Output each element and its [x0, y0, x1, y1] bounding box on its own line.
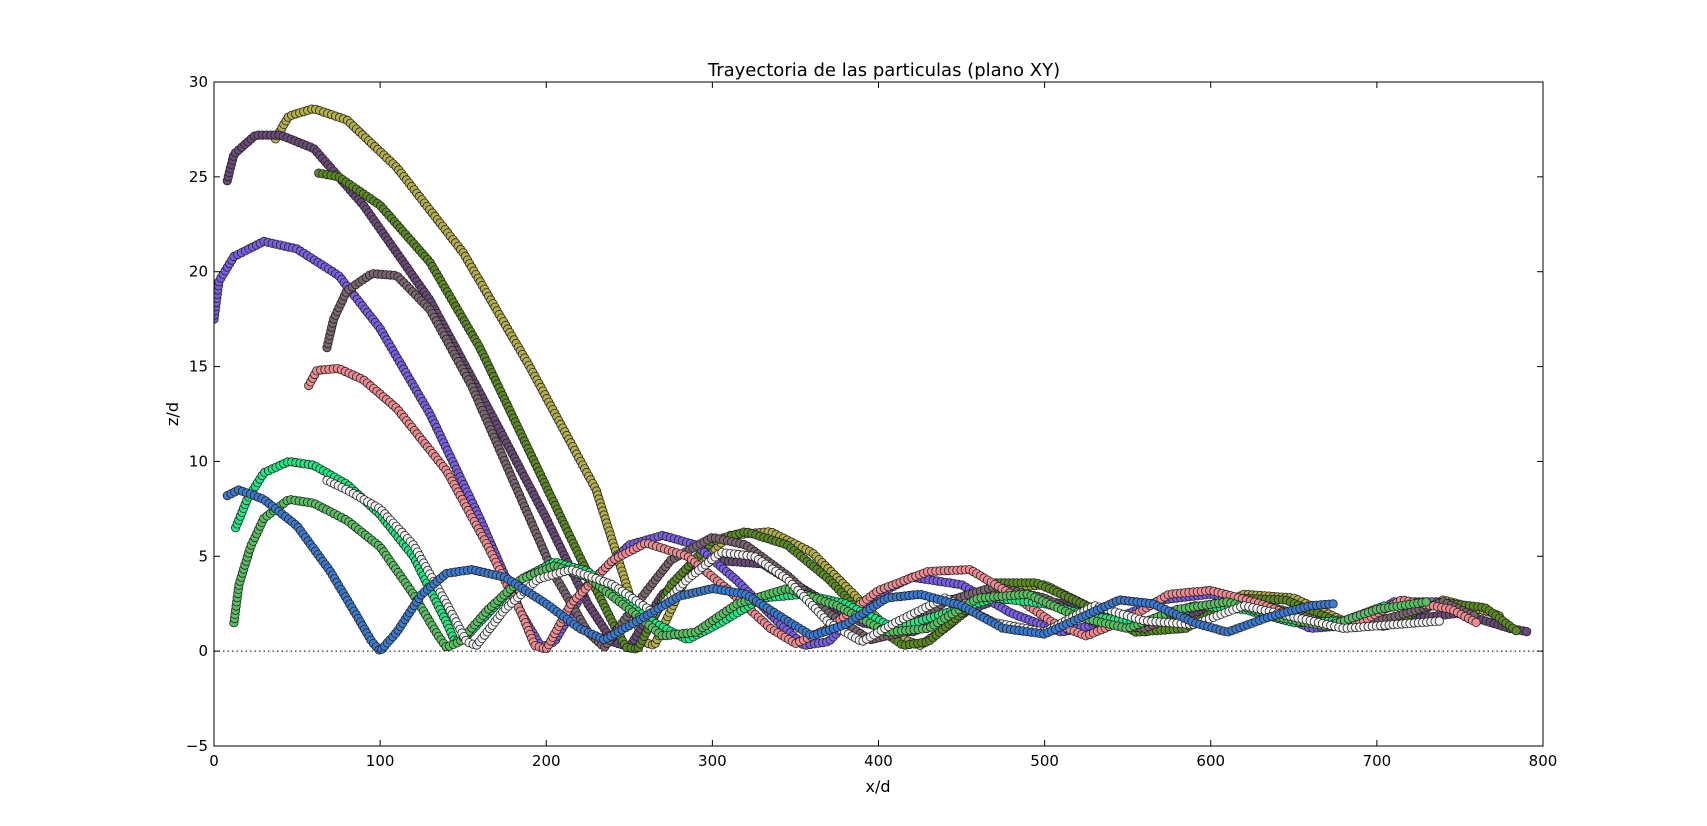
y-tick-label: 25: [189, 168, 208, 186]
x-tick-label: 500: [1030, 752, 1059, 770]
y-tick-label: 10: [189, 452, 208, 470]
data-markers: [214, 104, 1532, 655]
y-tick-label: 5: [198, 547, 208, 565]
y-tick-label: 15: [189, 358, 208, 376]
x-axis-label: x/d: [865, 777, 890, 796]
data-point: [1522, 626, 1532, 637]
x-tick-label: 100: [366, 752, 395, 770]
x-tick-label: 200: [532, 752, 561, 770]
data-point: [1511, 626, 1521, 636]
chart-title: Trayectoria de las particulas (plano XY): [707, 60, 1060, 81]
y-tick-label: −5: [186, 737, 208, 755]
y-tick-label: 30: [189, 73, 208, 91]
plot-area: [214, 104, 1543, 655]
y-axis-ticks: −5 0 5 10 15 20 25 30: [186, 73, 1543, 755]
x-tick-label: 800: [1529, 752, 1558, 770]
x-axis-ticks: 0 100 200 300 400 500 600 700 800: [209, 82, 1557, 770]
series-9: [222, 485, 1338, 655]
y-tick-label: 0: [198, 642, 208, 660]
x-tick-label: 600: [1196, 752, 1225, 770]
x-tick-label: 0: [209, 752, 219, 770]
y-tick-label: 20: [189, 263, 208, 281]
x-tick-label: 300: [698, 752, 727, 770]
x-tick-label: 700: [1363, 752, 1392, 770]
data-point: [1471, 617, 1481, 628]
y-axis-label: z/d: [163, 402, 182, 426]
data-point: [1421, 597, 1431, 607]
x-tick-label: 400: [864, 752, 893, 770]
data-point: [1328, 599, 1338, 609]
data-point: [1434, 616, 1444, 626]
